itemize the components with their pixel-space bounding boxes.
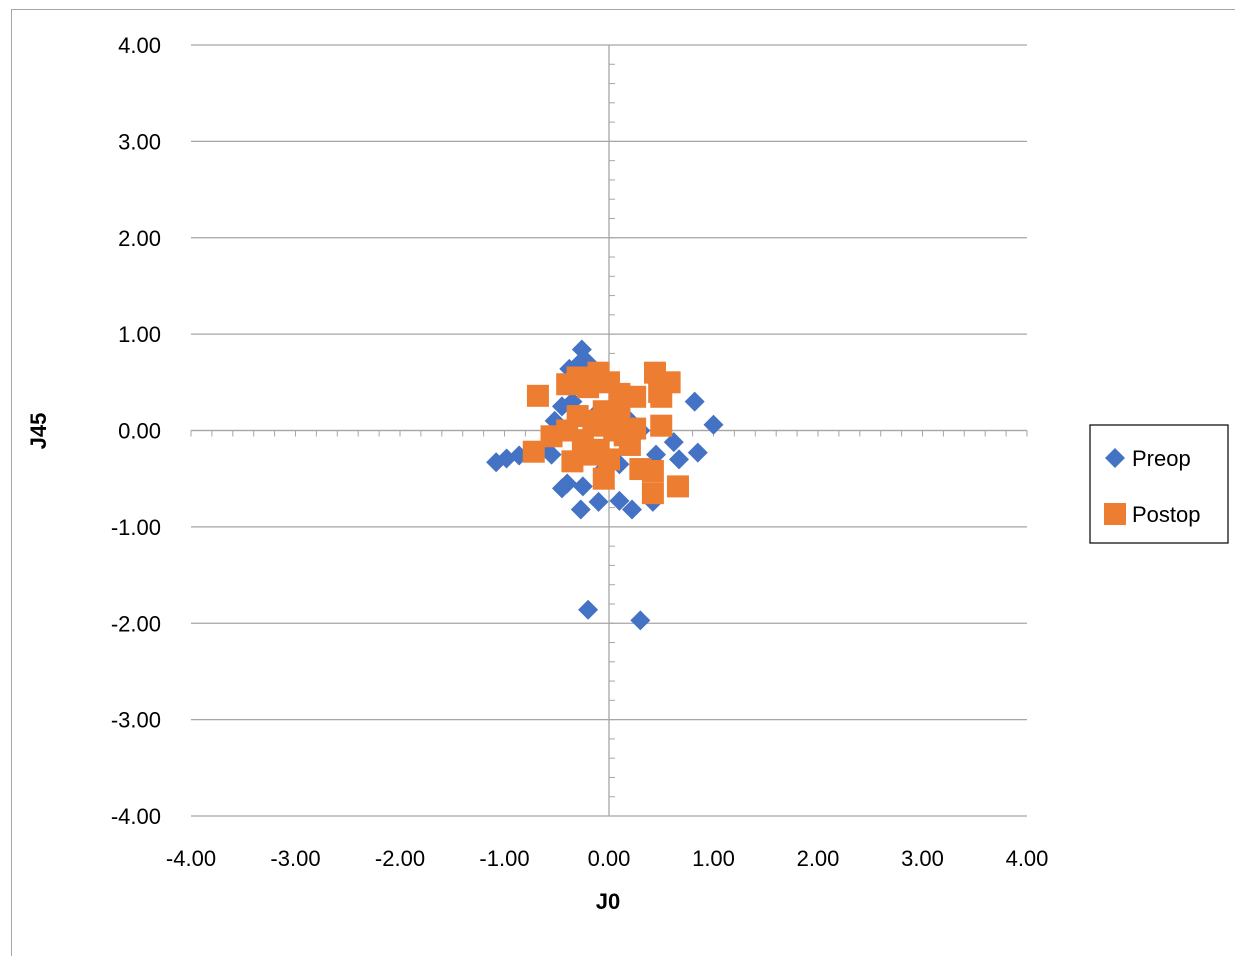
y-tick-label: -3.00	[111, 708, 161, 733]
postop-point	[624, 386, 646, 408]
y-tick-label: 1.00	[118, 322, 161, 347]
preop-point	[578, 600, 598, 620]
y-axis-title: J45	[26, 413, 51, 450]
x-tick-label: 0.00	[588, 846, 631, 871]
y-tick-label: -2.00	[111, 611, 161, 636]
legend-marker-postop	[1104, 503, 1126, 525]
legend-label: Postop	[1132, 502, 1201, 527]
postop-point	[650, 415, 672, 437]
x-tick-label: -2.00	[375, 846, 425, 871]
preop-point	[685, 392, 705, 412]
x-tick-label: 3.00	[901, 846, 944, 871]
legend: Preop Postop	[1090, 425, 1228, 543]
preop-point	[669, 449, 689, 469]
y-tick-labels: -4.00 -3.00 -2.00 -1.00 0.00 1.00 2.00 3.00 4.00	[111, 33, 161, 829]
y-tick-label: -1.00	[111, 515, 161, 540]
preop-point	[589, 492, 609, 512]
postop-point	[527, 385, 549, 407]
x-tick-label: -4.00	[166, 846, 216, 871]
y-tick-label: 0.00	[118, 419, 161, 444]
postop-point	[567, 405, 589, 427]
preop-point	[688, 443, 708, 463]
data-points	[486, 340, 723, 631]
preop-point	[571, 500, 591, 520]
postop-point	[590, 415, 612, 437]
y-tick-label: 3.00	[118, 129, 161, 154]
x-tick-label: 2.00	[797, 846, 840, 871]
postop-point	[619, 434, 641, 456]
postop-point	[659, 371, 681, 393]
postop-point	[642, 482, 664, 504]
x-axis-title: J0	[596, 889, 620, 914]
y-tick-label: 2.00	[118, 226, 161, 251]
postop-point	[577, 444, 599, 466]
preop-point	[573, 476, 593, 496]
x-tick-labels: -4.00 -3.00 -2.00 -1.00 0.00 1.00 2.00 3.00 4.00	[166, 846, 1048, 871]
x-tick-label: 4.00	[1006, 846, 1049, 871]
y-tick-label: 4.00	[118, 33, 161, 58]
postop-point	[598, 448, 620, 470]
x-tick-label: 1.00	[692, 846, 735, 871]
postop-point	[667, 475, 689, 497]
postop-point	[593, 468, 615, 490]
x-tick-label: -1.00	[479, 846, 529, 871]
legend-label: Preop	[1132, 446, 1191, 471]
preop-point	[630, 610, 650, 630]
postop-point	[642, 460, 664, 482]
y-tick-label: -4.00	[111, 804, 161, 829]
preop-point	[704, 415, 724, 435]
x-tick-label: -3.00	[270, 846, 320, 871]
